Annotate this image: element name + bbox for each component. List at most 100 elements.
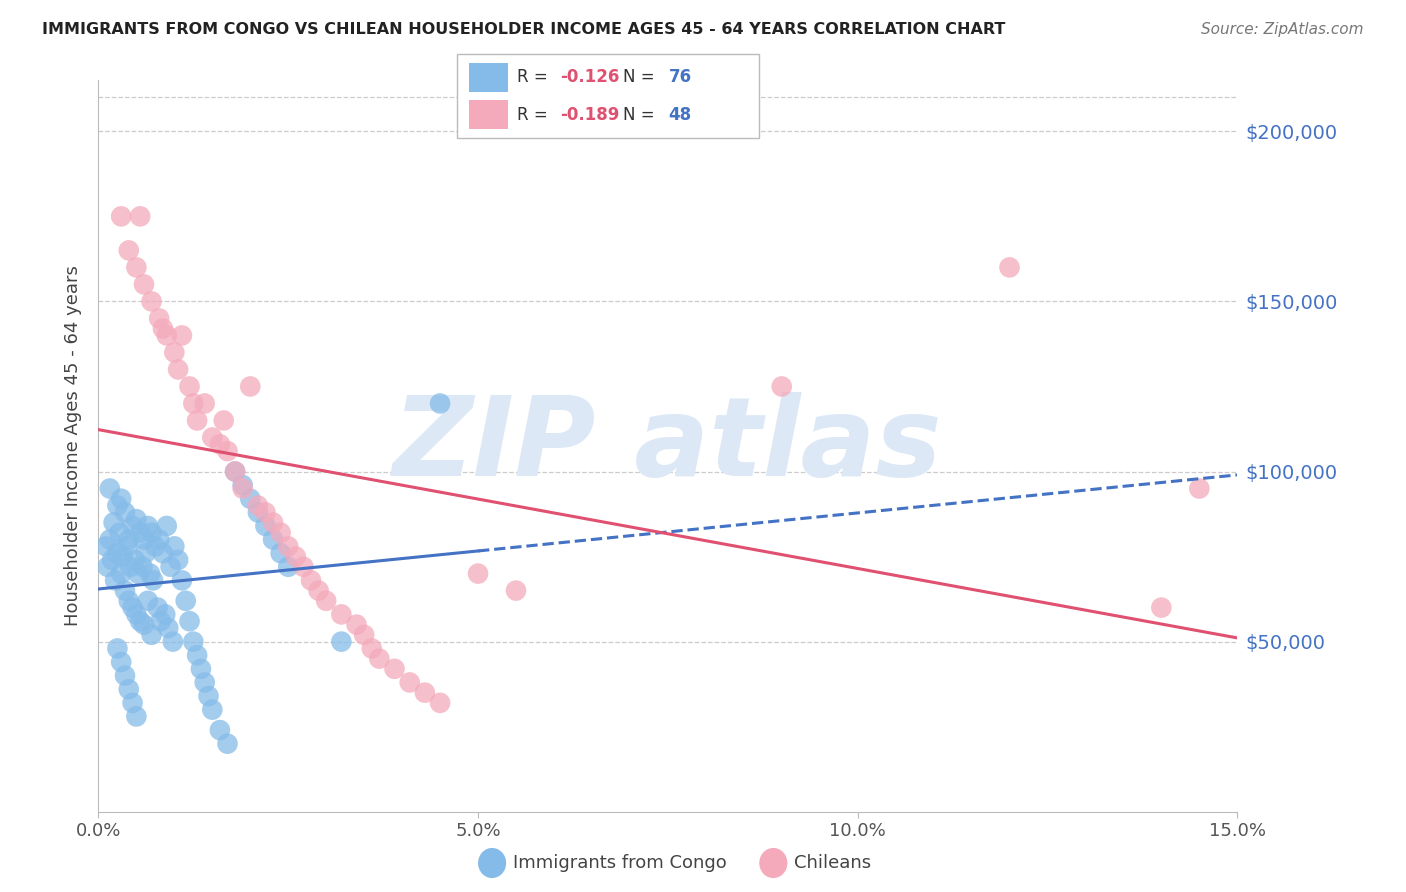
Text: R =: R = xyxy=(517,69,554,87)
Point xyxy=(159,559,181,574)
Point xyxy=(330,607,353,622)
Point xyxy=(299,574,322,588)
Point xyxy=(104,574,127,588)
Point xyxy=(129,210,152,224)
Point xyxy=(201,703,224,717)
Point xyxy=(136,594,159,608)
Point xyxy=(96,559,118,574)
Point xyxy=(132,277,155,292)
Point xyxy=(224,465,246,479)
Point xyxy=(270,525,292,540)
Point xyxy=(194,675,217,690)
Point xyxy=(111,549,134,564)
Point xyxy=(183,396,205,410)
Point xyxy=(121,519,143,533)
Point xyxy=(152,321,174,335)
Point xyxy=(429,396,451,410)
Point xyxy=(1188,482,1211,496)
Point xyxy=(145,540,167,554)
Point xyxy=(127,566,149,581)
Point xyxy=(170,574,193,588)
Point xyxy=(107,546,129,560)
Point xyxy=(149,614,172,628)
Point xyxy=(156,519,179,533)
Point xyxy=(467,566,489,581)
Point xyxy=(101,553,124,567)
Point xyxy=(179,379,201,393)
Point xyxy=(292,559,315,574)
Point xyxy=(1150,600,1173,615)
Point xyxy=(148,533,170,547)
Point xyxy=(167,362,190,376)
Point xyxy=(118,682,141,697)
Ellipse shape xyxy=(759,848,787,878)
Point xyxy=(217,444,239,458)
Point xyxy=(142,574,165,588)
Point xyxy=(131,559,153,574)
Point xyxy=(132,617,155,632)
Point xyxy=(139,566,162,581)
Point xyxy=(308,583,330,598)
Point xyxy=(505,583,527,598)
Point xyxy=(132,533,155,547)
Point xyxy=(125,709,148,723)
Text: N =: N = xyxy=(623,69,659,87)
Point xyxy=(201,430,224,444)
Point xyxy=(277,540,299,554)
Point xyxy=(398,675,420,690)
Point xyxy=(284,549,307,564)
Point xyxy=(262,533,284,547)
Point xyxy=(277,559,299,574)
Y-axis label: Householder Income Ages 45 - 64 years: Householder Income Ages 45 - 64 years xyxy=(63,266,82,626)
Point xyxy=(246,505,269,519)
Text: IMMIGRANTS FROM CONGO VS CHILEAN HOUSEHOLDER INCOME AGES 45 - 64 YEARS CORRELATI: IMMIGRANTS FROM CONGO VS CHILEAN HOUSEHO… xyxy=(42,22,1005,37)
FancyBboxPatch shape xyxy=(470,62,509,92)
Text: Immigrants from Congo: Immigrants from Congo xyxy=(513,854,727,872)
Point xyxy=(152,546,174,560)
Point xyxy=(156,328,179,343)
Point xyxy=(353,628,375,642)
Point xyxy=(254,505,277,519)
Point xyxy=(136,519,159,533)
Point xyxy=(110,491,132,506)
Point xyxy=(270,546,292,560)
Point xyxy=(183,634,205,648)
Point xyxy=(117,540,139,554)
Point xyxy=(163,540,186,554)
Point xyxy=(360,641,382,656)
Text: -0.189: -0.189 xyxy=(560,105,619,123)
Ellipse shape xyxy=(478,848,506,878)
Point xyxy=(208,437,231,451)
Point xyxy=(120,559,142,574)
Point xyxy=(125,607,148,622)
Point xyxy=(121,696,143,710)
Point xyxy=(124,553,146,567)
Point xyxy=(163,345,186,359)
Point xyxy=(315,594,337,608)
Point xyxy=(129,525,152,540)
Point xyxy=(146,600,169,615)
Point xyxy=(346,617,368,632)
Text: 76: 76 xyxy=(669,69,692,87)
Point xyxy=(118,533,141,547)
Point xyxy=(114,668,136,682)
Point xyxy=(118,244,141,258)
Point xyxy=(114,583,136,598)
Point xyxy=(98,482,121,496)
Point xyxy=(217,737,239,751)
FancyBboxPatch shape xyxy=(470,100,509,129)
Point xyxy=(155,607,177,622)
Point xyxy=(108,525,131,540)
Point xyxy=(107,499,129,513)
Point xyxy=(141,525,163,540)
Point xyxy=(125,512,148,526)
Point xyxy=(179,614,201,628)
Point xyxy=(330,634,353,648)
Point xyxy=(254,519,277,533)
Point xyxy=(194,396,217,410)
Point xyxy=(212,413,235,427)
Point xyxy=(141,294,163,309)
Point xyxy=(208,723,231,737)
Point xyxy=(239,379,262,393)
Point xyxy=(114,505,136,519)
